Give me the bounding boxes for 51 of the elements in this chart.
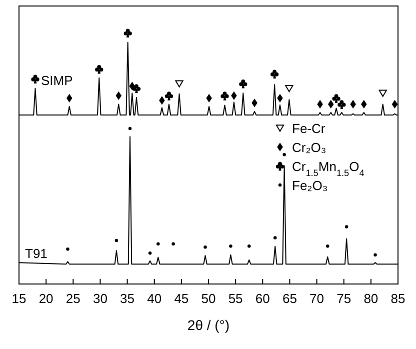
point [116,91,122,100]
x-tick-label: 15 [12,291,26,306]
point [66,247,70,251]
point [31,74,40,84]
point [285,84,294,92]
point [338,100,346,109]
x-tick-label: 40 [147,291,162,306]
x-tick-label: 30 [92,291,108,306]
point [172,242,175,246]
legend-label: Cr₂O₃ [292,140,326,155]
legend-label: Fe₂O₃ [292,178,328,193]
point [156,242,160,246]
point [66,94,72,102]
point [204,245,207,249]
point [270,70,279,78]
point [128,126,132,130]
point [332,94,340,103]
x-tick-label: 65 [282,291,297,306]
point [282,153,286,156]
x-tick-label: 85 [390,291,406,306]
x-tick-label: 75 [336,291,352,306]
point [378,90,387,97]
point [164,92,174,100]
x-tick-label: 70 [310,291,324,306]
x-axis-title: 2θ / (°) [187,317,230,333]
point [148,251,152,255]
point [220,92,229,100]
x-tick-label: 60 [255,291,270,306]
legend-label: Fe-Cr [292,121,326,136]
point [374,253,377,256]
point [344,225,348,228]
point [326,244,330,248]
legend-label: Cr$_{1.5}$Mn$_{1.5}$O$_{4}$ [292,159,364,178]
x-tick-label: 45 [174,291,189,306]
point [175,80,184,88]
x-tick-label: 55 [228,291,243,306]
x-tick-label: 80 [364,291,378,306]
point [247,244,251,248]
x-tick-label: 50 [201,291,216,306]
point [229,244,232,248]
point [124,28,132,38]
point [132,84,141,94]
point [114,238,118,242]
series-label: SIMP [41,72,73,88]
x-tick-label: 35 [120,291,135,306]
point [95,64,104,74]
x-tick-label: 20 [38,291,54,306]
point [273,236,277,240]
point [239,80,248,88]
x-tick-label: 25 [66,291,80,306]
series-label: T91 [25,246,48,262]
